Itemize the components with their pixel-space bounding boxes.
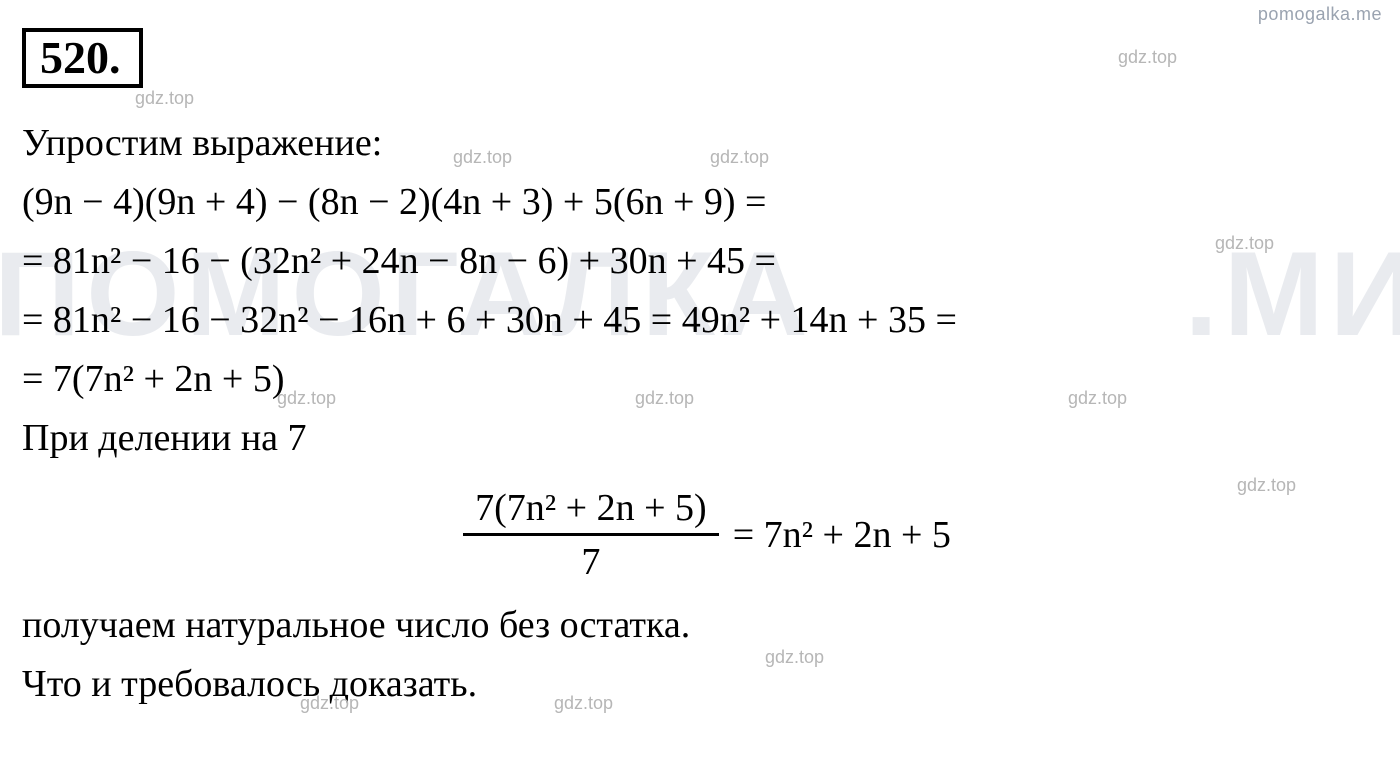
division-text: При делении на 7 — [22, 409, 1378, 468]
expr-line-1: (9n − 4)(9n + 4) − (8n − 2)(4n + 3) + 5(… — [22, 173, 1378, 232]
conclusion-line-2: Что и требовалось доказать. — [22, 655, 1378, 714]
fraction-block: 7(7n² + 2n + 5) 7 = 7n² + 2n + 5 — [22, 486, 1378, 584]
problem-number: 520. — [22, 28, 143, 88]
expr-line-3: = 81n² − 16 − 32n² − 16n + 6 + 30n + 45 … — [22, 291, 1378, 350]
fraction-rhs: = 7n² + 2n + 5 — [733, 513, 951, 557]
conclusion-line-1: получаем натуральное число без остатка. — [22, 596, 1378, 655]
expr-line-2: = 81n² − 16 − (32n² + 24n − 8n − 6) + 30… — [22, 232, 1378, 291]
fraction-numerator: 7(7n² + 2n + 5) — [463, 486, 719, 533]
expr-line-4: = 7(7n² + 2n + 5) — [22, 350, 1378, 409]
source-watermark: pomogalka.me — [1258, 4, 1382, 25]
fraction-denominator: 7 — [569, 536, 612, 584]
fraction: 7(7n² + 2n + 5) 7 — [463, 486, 719, 584]
intro-text: Упростим выражение: — [22, 114, 1378, 173]
